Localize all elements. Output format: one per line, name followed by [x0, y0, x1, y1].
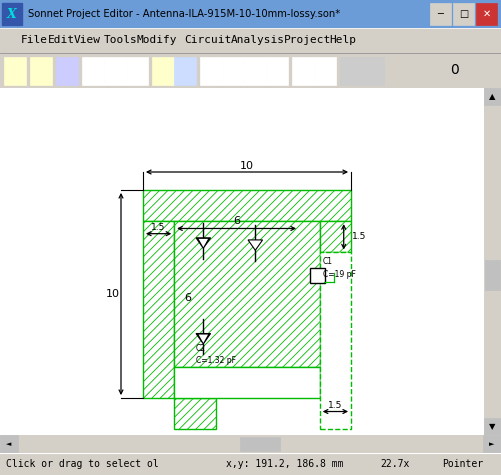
- Bar: [484, 88, 501, 105]
- Text: 6: 6: [184, 293, 191, 303]
- Text: 22.7x: 22.7x: [380, 459, 409, 469]
- Bar: [320, 252, 351, 429]
- Bar: [143, 190, 351, 221]
- Bar: [240, 437, 280, 451]
- Bar: [30, 57, 52, 85]
- Bar: [376, 455, 436, 473]
- Bar: [340, 57, 362, 85]
- Bar: [174, 57, 196, 85]
- Text: 10: 10: [106, 289, 120, 299]
- Text: ►: ►: [489, 441, 494, 447]
- Bar: [430, 3, 451, 25]
- Bar: [314, 57, 336, 85]
- Text: x,y: 191.2, 186.8 mm: x,y: 191.2, 186.8 mm: [226, 459, 344, 469]
- Text: Edit: Edit: [48, 35, 75, 45]
- Bar: [292, 57, 314, 85]
- Bar: [174, 221, 320, 367]
- Text: ▲: ▲: [489, 93, 495, 102]
- Bar: [320, 221, 351, 252]
- Bar: [126, 57, 148, 85]
- Text: View: View: [74, 35, 101, 45]
- Bar: [143, 221, 174, 398]
- Text: Click or drag to select ol: Click or drag to select ol: [6, 459, 159, 469]
- Bar: [362, 57, 384, 85]
- Text: C2
C=1.32 pF: C2 C=1.32 pF: [196, 343, 236, 365]
- Text: Analysis: Analysis: [230, 35, 285, 45]
- Text: 1.5: 1.5: [151, 223, 166, 232]
- Text: X: X: [7, 8, 17, 20]
- Bar: [152, 57, 174, 85]
- Polygon shape: [198, 239, 208, 247]
- Bar: [484, 418, 501, 435]
- Polygon shape: [198, 334, 208, 343]
- Bar: [0, 435, 18, 453]
- Bar: [2, 3, 22, 25]
- Bar: [453, 3, 474, 25]
- Bar: [222, 455, 374, 473]
- Text: 6: 6: [233, 217, 240, 227]
- Bar: [174, 367, 320, 398]
- Text: Modify: Modify: [136, 35, 177, 45]
- Bar: [311, 268, 325, 283]
- Text: ◄: ◄: [7, 441, 12, 447]
- Text: ✕: ✕: [482, 9, 490, 19]
- Text: Circuit: Circuit: [184, 35, 231, 45]
- Text: File: File: [21, 35, 48, 45]
- Bar: [82, 57, 104, 85]
- Text: Project: Project: [284, 35, 331, 45]
- Text: Help: Help: [330, 35, 357, 45]
- Text: 1.5: 1.5: [352, 232, 366, 241]
- Text: 0: 0: [450, 63, 459, 77]
- Bar: [222, 57, 244, 85]
- Text: Tools: Tools: [104, 35, 138, 45]
- Bar: [485, 260, 500, 290]
- Polygon shape: [248, 240, 263, 250]
- Polygon shape: [196, 238, 210, 248]
- Bar: [104, 57, 126, 85]
- Bar: [2, 455, 220, 473]
- Bar: [438, 455, 498, 473]
- Polygon shape: [196, 333, 210, 344]
- Text: Sonnet Project Editor - Antenna-ILA-915M-10-10mm-lossy.son*: Sonnet Project Editor - Antenna-ILA-915M…: [28, 9, 340, 19]
- Text: ▼: ▼: [489, 422, 495, 431]
- Text: C1
C=19 pF: C1 C=19 pF: [323, 257, 356, 279]
- Bar: [200, 57, 222, 85]
- Text: 1.5: 1.5: [328, 401, 343, 410]
- Bar: [266, 57, 288, 85]
- Bar: [244, 57, 266, 85]
- Bar: [483, 435, 501, 453]
- Text: ─: ─: [437, 9, 443, 19]
- Bar: [174, 398, 216, 429]
- Text: □: □: [459, 9, 468, 19]
- Text: 10: 10: [240, 161, 254, 171]
- Bar: [4, 57, 26, 85]
- Bar: [476, 3, 497, 25]
- Text: Pointer: Pointer: [442, 459, 483, 469]
- Bar: [56, 57, 78, 85]
